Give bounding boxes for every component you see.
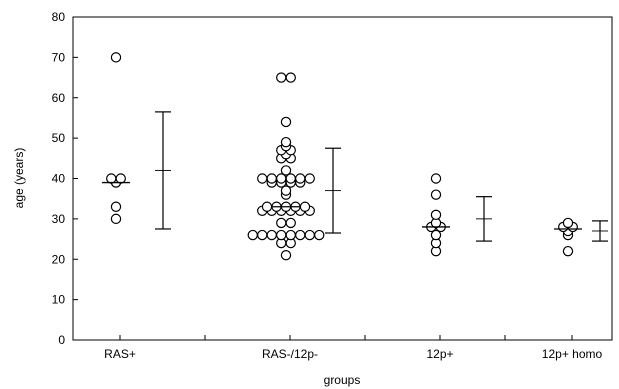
- data-point: [276, 217, 287, 229]
- data-point: [261, 201, 273, 212]
- y-axis-title: age (years): [12, 148, 26, 209]
- data-point: [285, 229, 296, 241]
- x-tick-label: RAS-/12p-: [262, 347, 318, 361]
- data-point: [280, 250, 292, 261]
- y-tick-label: 80: [52, 10, 66, 24]
- data-point: [304, 229, 315, 241]
- data-point: [110, 201, 122, 212]
- group-1: [247, 72, 341, 261]
- y-tick-label: 50: [52, 131, 66, 145]
- y-tick-label: 10: [52, 293, 66, 307]
- data-point: [110, 213, 122, 225]
- data-point: [285, 72, 296, 83]
- data-point: [295, 229, 306, 241]
- plot-marks: [102, 52, 608, 261]
- y-tick-label: 30: [52, 212, 66, 226]
- data-point: [257, 229, 268, 241]
- data-point: [562, 217, 574, 229]
- data-point: [562, 245, 574, 257]
- data-point: [295, 173, 306, 184]
- data-point: [280, 185, 292, 196]
- data-point: [266, 173, 277, 184]
- y-tick-label: 40: [52, 172, 66, 186]
- data-point: [266, 229, 277, 241]
- data-point: [314, 229, 325, 241]
- y-tick-label: 20: [52, 252, 66, 266]
- x-axis-title: groups: [324, 373, 361, 387]
- data-point: [430, 173, 442, 184]
- data-point: [280, 165, 292, 176]
- data-point: [110, 52, 122, 63]
- data-point: [276, 229, 287, 241]
- plot-frame: [72, 16, 613, 341]
- data-point: [304, 173, 315, 184]
- group-2: [422, 173, 492, 257]
- x-tick-label: RAS+: [104, 347, 136, 361]
- data-point: [430, 209, 442, 221]
- x-tick-label: 12p+ homo: [542, 347, 603, 361]
- data-point: [276, 72, 287, 83]
- data-point: [115, 173, 126, 184]
- data-point: [247, 229, 258, 241]
- y-tick-label: 70: [52, 50, 66, 64]
- group-3: [554, 217, 608, 257]
- data-point: [430, 189, 442, 200]
- data-point: [257, 173, 268, 184]
- data-point: [280, 116, 292, 128]
- data-point: [430, 229, 442, 241]
- data-point: [285, 217, 296, 229]
- data-point: [106, 173, 117, 184]
- y-axis: 0 10 20 30 40 50 60 70 80: [52, 10, 78, 347]
- y-tick-label: 0: [58, 333, 65, 347]
- group-0: [102, 52, 171, 230]
- data-point: [299, 201, 311, 212]
- y-tick-label: 60: [52, 91, 66, 105]
- x-axis: RAS+ RAS-/12p- 12p+ 12p+ homo: [104, 335, 603, 361]
- x-tick-label: 12p+: [426, 347, 453, 361]
- data-point: [280, 136, 292, 148]
